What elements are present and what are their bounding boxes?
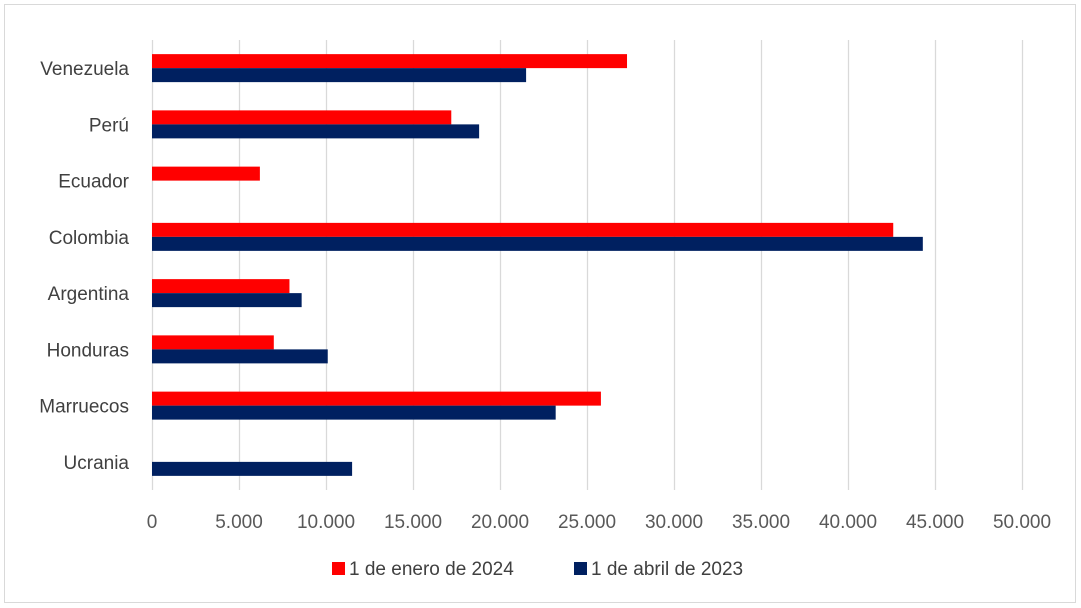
x-tick-label: 15.000 [384, 512, 442, 533]
x-tick-label: 50.000 [993, 512, 1051, 533]
bars [152, 54, 923, 476]
bar [152, 236, 923, 251]
category-label: Honduras [47, 340, 129, 361]
bar [152, 279, 290, 294]
category-label: Colombia [49, 228, 130, 249]
bar [152, 405, 556, 420]
x-tick-label: 45.000 [906, 512, 964, 533]
x-tick-label: 5.000 [215, 512, 263, 533]
category-label: Marruecos [39, 397, 129, 418]
legend-label: 1 de abril de 2023 [591, 559, 743, 580]
legend: 1 de enero de 2024 1 de abril de 2023 [332, 559, 743, 580]
bar [152, 54, 628, 69]
category-label: Argentina [48, 284, 130, 305]
gridlines [151, 40, 1024, 490]
x-tick-label: 40.000 [819, 512, 877, 533]
bar [152, 335, 274, 350]
x-tick-label: 0 [147, 512, 158, 533]
x-tick-label: 10.000 [297, 512, 355, 533]
x-tick-label: 30.000 [645, 512, 703, 533]
legend-label: 1 de enero de 2024 [349, 559, 514, 580]
category-label: Perú [89, 115, 129, 136]
bar [152, 124, 480, 139]
bar [152, 293, 302, 308]
bar [152, 166, 260, 181]
x-tick-label: 20.000 [471, 512, 529, 533]
x-tick-label: 35.000 [732, 512, 790, 533]
x-tick-labels: 0 5.000 10.000 15.000 20.000 25.000 30.000 35.0… [147, 512, 1051, 533]
bar [152, 222, 894, 237]
bar [152, 68, 527, 83]
bar [152, 349, 328, 364]
bar [152, 461, 353, 476]
bar [152, 391, 601, 406]
category-label: Ecuador [58, 172, 129, 193]
legend-swatch [332, 562, 345, 575]
bar [152, 110, 452, 125]
legend-swatch [574, 562, 587, 575]
category-labels: Venezuela Perú Ecuador Colombia Argentina Hon… [39, 59, 129, 474]
category-label: Ucrania [64, 453, 130, 474]
x-tick-label: 25.000 [558, 512, 616, 533]
category-label: Venezuela [40, 59, 129, 80]
